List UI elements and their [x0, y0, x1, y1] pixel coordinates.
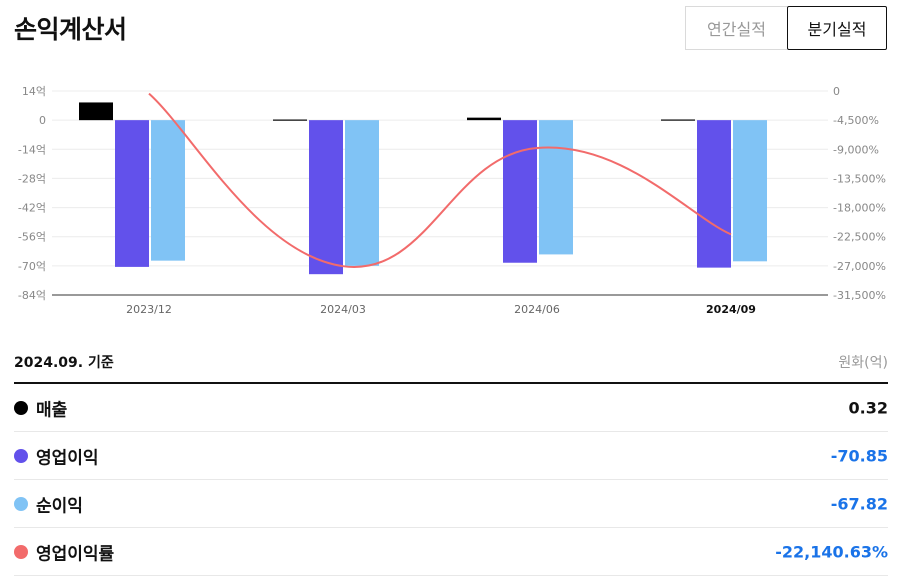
- x-tick-label: 2024/09: [706, 303, 756, 316]
- x-tick-label: 2023/12: [126, 303, 172, 316]
- left-tick-label: -84억: [18, 289, 46, 302]
- right-tick-label: 0: [833, 85, 840, 98]
- operating-margin-legend-dot: [14, 544, 28, 559]
- left-tick-label: 0: [39, 114, 46, 127]
- right-tick-label: -22,500%: [833, 231, 886, 244]
- summary-row-operating-margin: 영업이익률 -22,140.63%: [14, 528, 888, 576]
- summary-row-value: 0.32: [848, 398, 888, 417]
- left-tick-label: 14억: [22, 85, 46, 98]
- left-axis: 14억 0 -14억 -28억 -42억 -56억 -70억 -84억: [18, 85, 46, 302]
- bar-순이익: [733, 120, 767, 262]
- summary-row-label: 영업이익: [36, 448, 99, 468]
- summary-row-label: 영업이익률: [36, 544, 115, 564]
- right-tick-label: -9,000%: [833, 143, 879, 156]
- bar-매출: [467, 117, 501, 121]
- unit-label: 원화(억): [838, 355, 888, 371]
- summary-row-value: -67.82: [830, 494, 888, 513]
- left-tick-label: -56억: [18, 231, 46, 244]
- left-tick-label: -42억: [18, 202, 46, 215]
- left-tick-label: -28억: [18, 172, 46, 185]
- bar-영업이익: [309, 120, 343, 275]
- right-tick-label: -4,500%: [833, 114, 879, 127]
- summary-row-value: -22,140.63%: [775, 542, 888, 561]
- x-tick-label: 2024/03: [320, 303, 366, 316]
- right-tick-label: -18,000%: [833, 202, 886, 215]
- bar-영업이익: [503, 120, 537, 263]
- left-tick-label: -70억: [18, 260, 46, 273]
- summary-row-label: 매출: [36, 400, 68, 420]
- left-tick-label: -14억: [18, 143, 46, 156]
- chart-bars: [79, 102, 767, 275]
- bar-순이익: [539, 120, 573, 255]
- bar-영업이익: [115, 120, 149, 267]
- net-income-legend-dot: [14, 496, 28, 511]
- x-tick-label: 2024/06: [514, 303, 560, 316]
- summary-header: 2024.09. 기준 원화(억): [14, 352, 888, 384]
- x-axis: 2023/12 2024/03 2024/06 2024/09: [126, 303, 756, 316]
- summary-row-operating-profit: 영업이익 -70.85: [14, 432, 888, 480]
- basis-date: 2024.09. 기준: [14, 355, 114, 371]
- bar-매출: [661, 119, 695, 121]
- bar-순이익: [345, 120, 379, 266]
- right-tick-label: -13,500%: [833, 172, 886, 185]
- summary-row-label: 순이익: [36, 496, 83, 516]
- right-axis: 0 -4,500% -9,000% -13,500% -18,000% -22,500% -…: [833, 85, 886, 302]
- bar-매출: [79, 102, 113, 121]
- income-chart: 14억 0 -14억 -28억 -42억 -56억 -70억 -84억 0 -4,500% -9,…: [18, 85, 886, 316]
- page-title: 손익계산서: [14, 15, 127, 44]
- annual-toggle-button[interactable]: 연간실적: [685, 6, 787, 50]
- bar-매출: [273, 119, 307, 121]
- margin-line-layer: [148, 92, 732, 268]
- bar-순이익: [151, 120, 185, 261]
- right-tick-label: -31,500%: [833, 289, 886, 302]
- summary-row-net-income: 순이익 -67.82: [14, 480, 888, 528]
- operating-profit-legend-dot: [14, 448, 28, 463]
- summary-row-revenue: 매출 0.32: [14, 384, 888, 432]
- summary-row-value: -70.85: [830, 446, 888, 465]
- operating-margin-line: [148, 92, 732, 268]
- revenue-legend-dot: [14, 400, 28, 415]
- bar-영업이익: [697, 120, 731, 268]
- quarterly-toggle-button[interactable]: 분기실적: [787, 6, 887, 50]
- right-tick-label: -27,000%: [833, 260, 886, 273]
